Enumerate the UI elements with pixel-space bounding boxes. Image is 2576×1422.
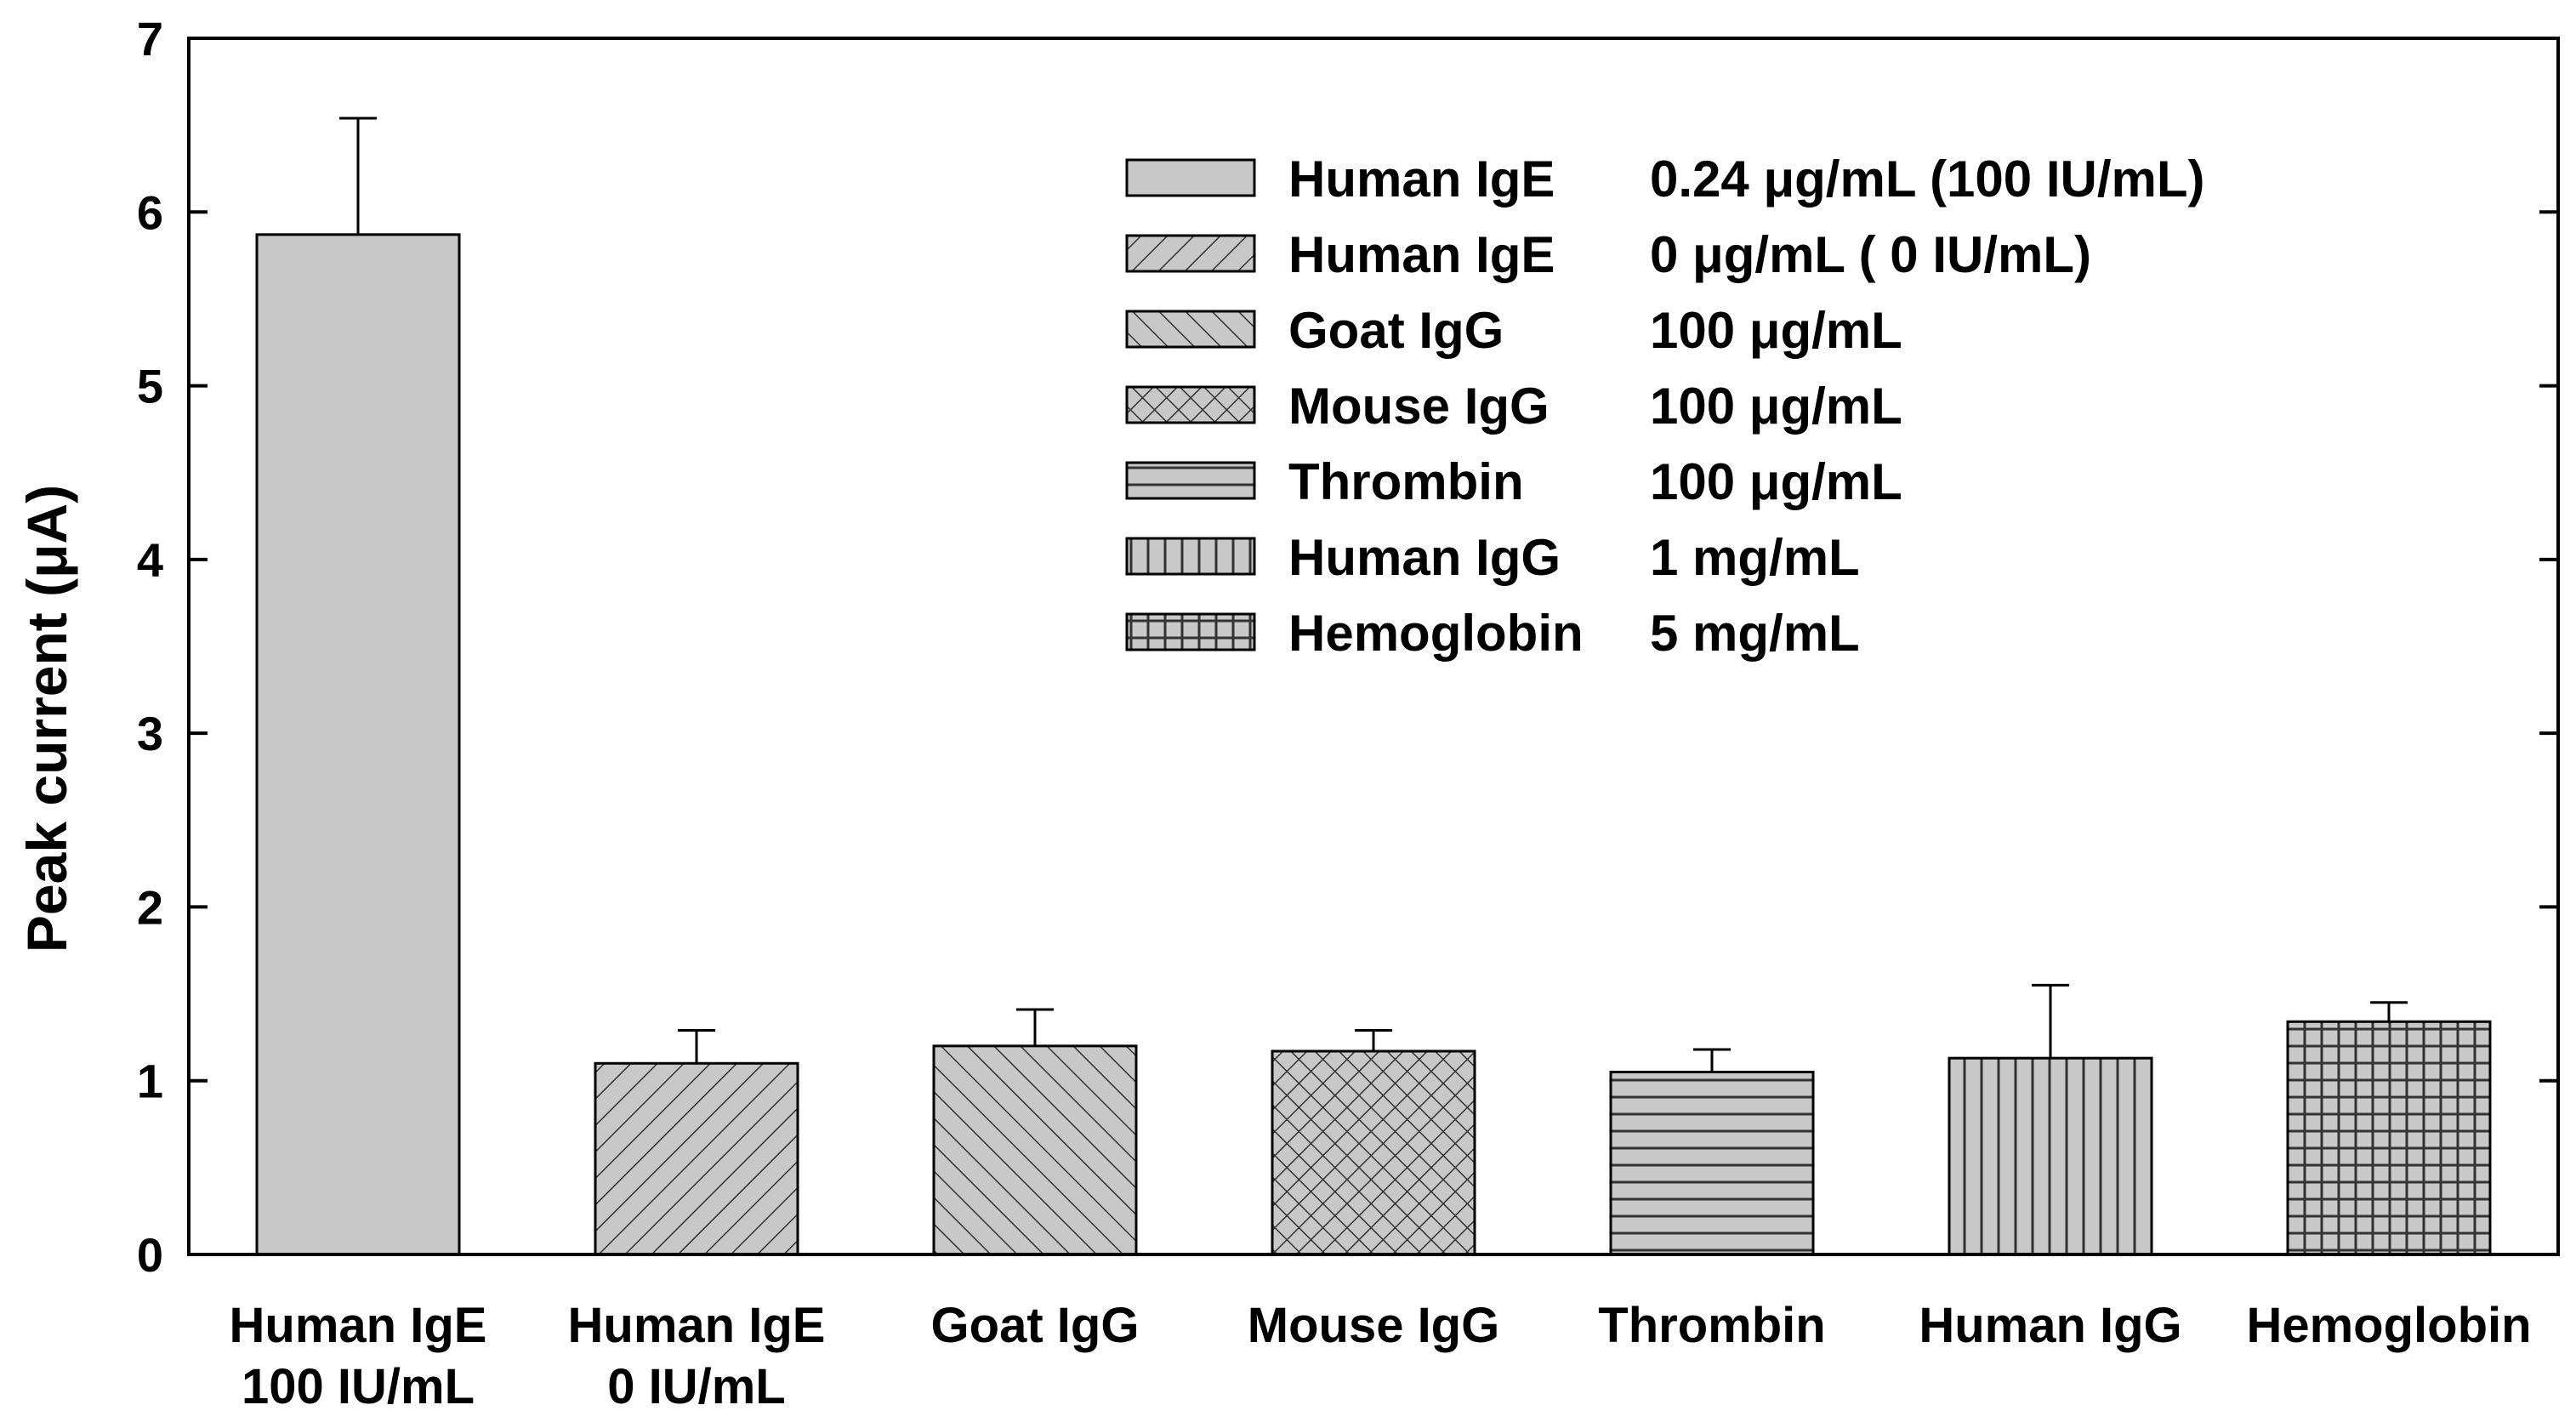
legend: Human IgE 0.24 μg/mL (100 IU/mL) Human IgE… — [1125, 151, 2204, 662]
y-tick-label: 4 — [137, 533, 163, 587]
legend-swatch-6 — [1125, 537, 1256, 576]
y-tick-label: 6 — [137, 185, 163, 239]
y-axis-label: Peak current (μA) — [15, 485, 78, 953]
plot-frame — [187, 37, 2560, 1256]
x-tick-label: Mouse IgG — [1248, 1298, 1499, 1353]
legend-name: Hemoglobin — [1288, 605, 1584, 662]
bar-3 — [932, 1044, 1138, 1256]
x-tick-label: Thrombin — [1598, 1298, 1825, 1353]
legend-swatch-4 — [1125, 385, 1256, 424]
y-tick-label: 5 — [137, 360, 163, 413]
y-tick-label: 0 — [137, 1228, 163, 1282]
legend-name: Human IgE — [1288, 226, 1555, 283]
x-tick-label: Human IgE — [568, 1298, 826, 1353]
legend-concentration: 0.24 μg/mL (100 IU/mL) — [1650, 151, 2204, 208]
legend-name: Human IgG — [1288, 529, 1561, 586]
legend-concentration: 100 μg/mL — [1650, 302, 1902, 359]
x-tick-label: Hemoglobin — [2246, 1298, 2531, 1353]
bar-4 — [1271, 1049, 1476, 1256]
legend-swatch-2 — [1125, 234, 1256, 273]
legend-swatch-3 — [1125, 310, 1256, 349]
legend-concentration: 5 mg/mL — [1650, 605, 1860, 662]
y-axis-ticks: 0 1 2 3 4 5 6 7 — [137, 12, 2558, 1282]
x-tick-label-line2: 100 IU/mL — [242, 1359, 475, 1414]
legend-swatch-7 — [1125, 612, 1256, 651]
x-tick-label: Human IgE — [230, 1298, 487, 1353]
legend-concentration: 100 μg/mL — [1650, 453, 1902, 510]
y-tick-label: 1 — [137, 1055, 163, 1108]
y-tick-label: 2 — [137, 880, 163, 934]
legend-concentration: 1 mg/mL — [1650, 529, 1860, 586]
bar-7 — [2286, 1020, 2492, 1256]
legend-name: Mouse IgG — [1288, 378, 1550, 435]
x-tick-label: Goat IgG — [931, 1298, 1140, 1353]
y-tick-label: 3 — [137, 707, 163, 760]
x-axis-labels: Human IgE 100 IU/mL Human IgE 0 IU/mL Goat I… — [230, 1298, 2532, 1414]
bar-2 — [594, 1061, 799, 1256]
legend-name: Thrombin — [1288, 453, 1524, 510]
legend-swatch-5 — [1125, 461, 1256, 500]
bars-layer — [255, 233, 2492, 1256]
x-tick-label: Human IgG — [1919, 1298, 2181, 1353]
legend-name: Human IgE — [1288, 151, 1555, 208]
legend-concentration: 0 μg/mL ( 0 IU/mL) — [1650, 226, 2091, 283]
bar-5 — [1609, 1071, 1815, 1256]
legend-swatch-1 — [1125, 158, 1256, 197]
legend-name: Goat IgG — [1288, 302, 1504, 359]
x-tick-label-line2: 0 IU/mL — [607, 1359, 786, 1414]
legend-concentration: 100 μg/mL — [1650, 378, 1902, 435]
y-tick-label: 7 — [137, 12, 163, 65]
error-bars-layer — [339, 117, 2408, 1072]
bar-1 — [255, 233, 461, 1256]
bar-6 — [1948, 1056, 2153, 1256]
